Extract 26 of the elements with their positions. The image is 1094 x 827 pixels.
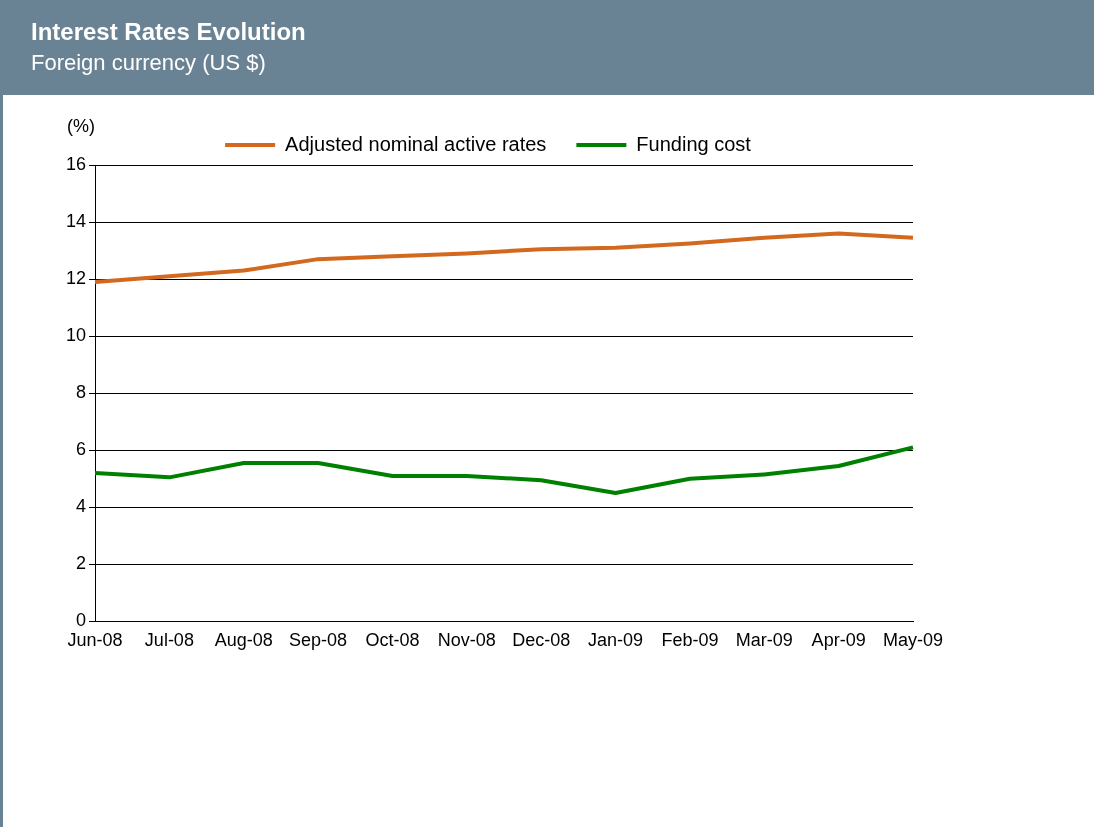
y-tick-label: 4 bbox=[76, 496, 87, 517]
y-tick-label: 10 bbox=[65, 325, 87, 346]
chart-title: Interest Rates Evolution bbox=[31, 18, 307, 46]
x-tick-label: Jan-09 bbox=[588, 630, 644, 651]
x-tick-label: May-09 bbox=[882, 630, 944, 651]
x-tick-label: Mar-09 bbox=[735, 630, 793, 651]
x-tick-label: Apr-09 bbox=[811, 630, 866, 651]
legend-label: Adjusted nominal active rates bbox=[285, 132, 547, 155]
x-tick-label: Jun-08 bbox=[67, 630, 123, 651]
x-tick-label: Nov-08 bbox=[437, 630, 496, 651]
y-tick-label: 2 bbox=[76, 553, 87, 574]
legend-label: Funding cost bbox=[636, 132, 752, 155]
x-tick-label: Dec-08 bbox=[512, 630, 571, 651]
x-tick-label: Aug-08 bbox=[214, 630, 273, 651]
y-axis-title: (%) bbox=[67, 115, 95, 136]
y-tick-label: 0 bbox=[76, 610, 87, 631]
x-tick-label: Sep-08 bbox=[289, 630, 348, 651]
x-tick-label: Feb-09 bbox=[661, 630, 719, 651]
y-tick-label: 12 bbox=[65, 268, 87, 289]
y-tick-label: 16 bbox=[65, 153, 87, 174]
x-tick-label: Jul-08 bbox=[144, 630, 194, 651]
x-tick-label: Oct-08 bbox=[365, 630, 420, 651]
y-tick-label: 8 bbox=[76, 382, 87, 403]
chart-subtitle: Foreign currency (US $) bbox=[31, 50, 267, 76]
y-tick-label: 6 bbox=[76, 439, 87, 460]
y-tick-label: 14 bbox=[65, 211, 87, 232]
